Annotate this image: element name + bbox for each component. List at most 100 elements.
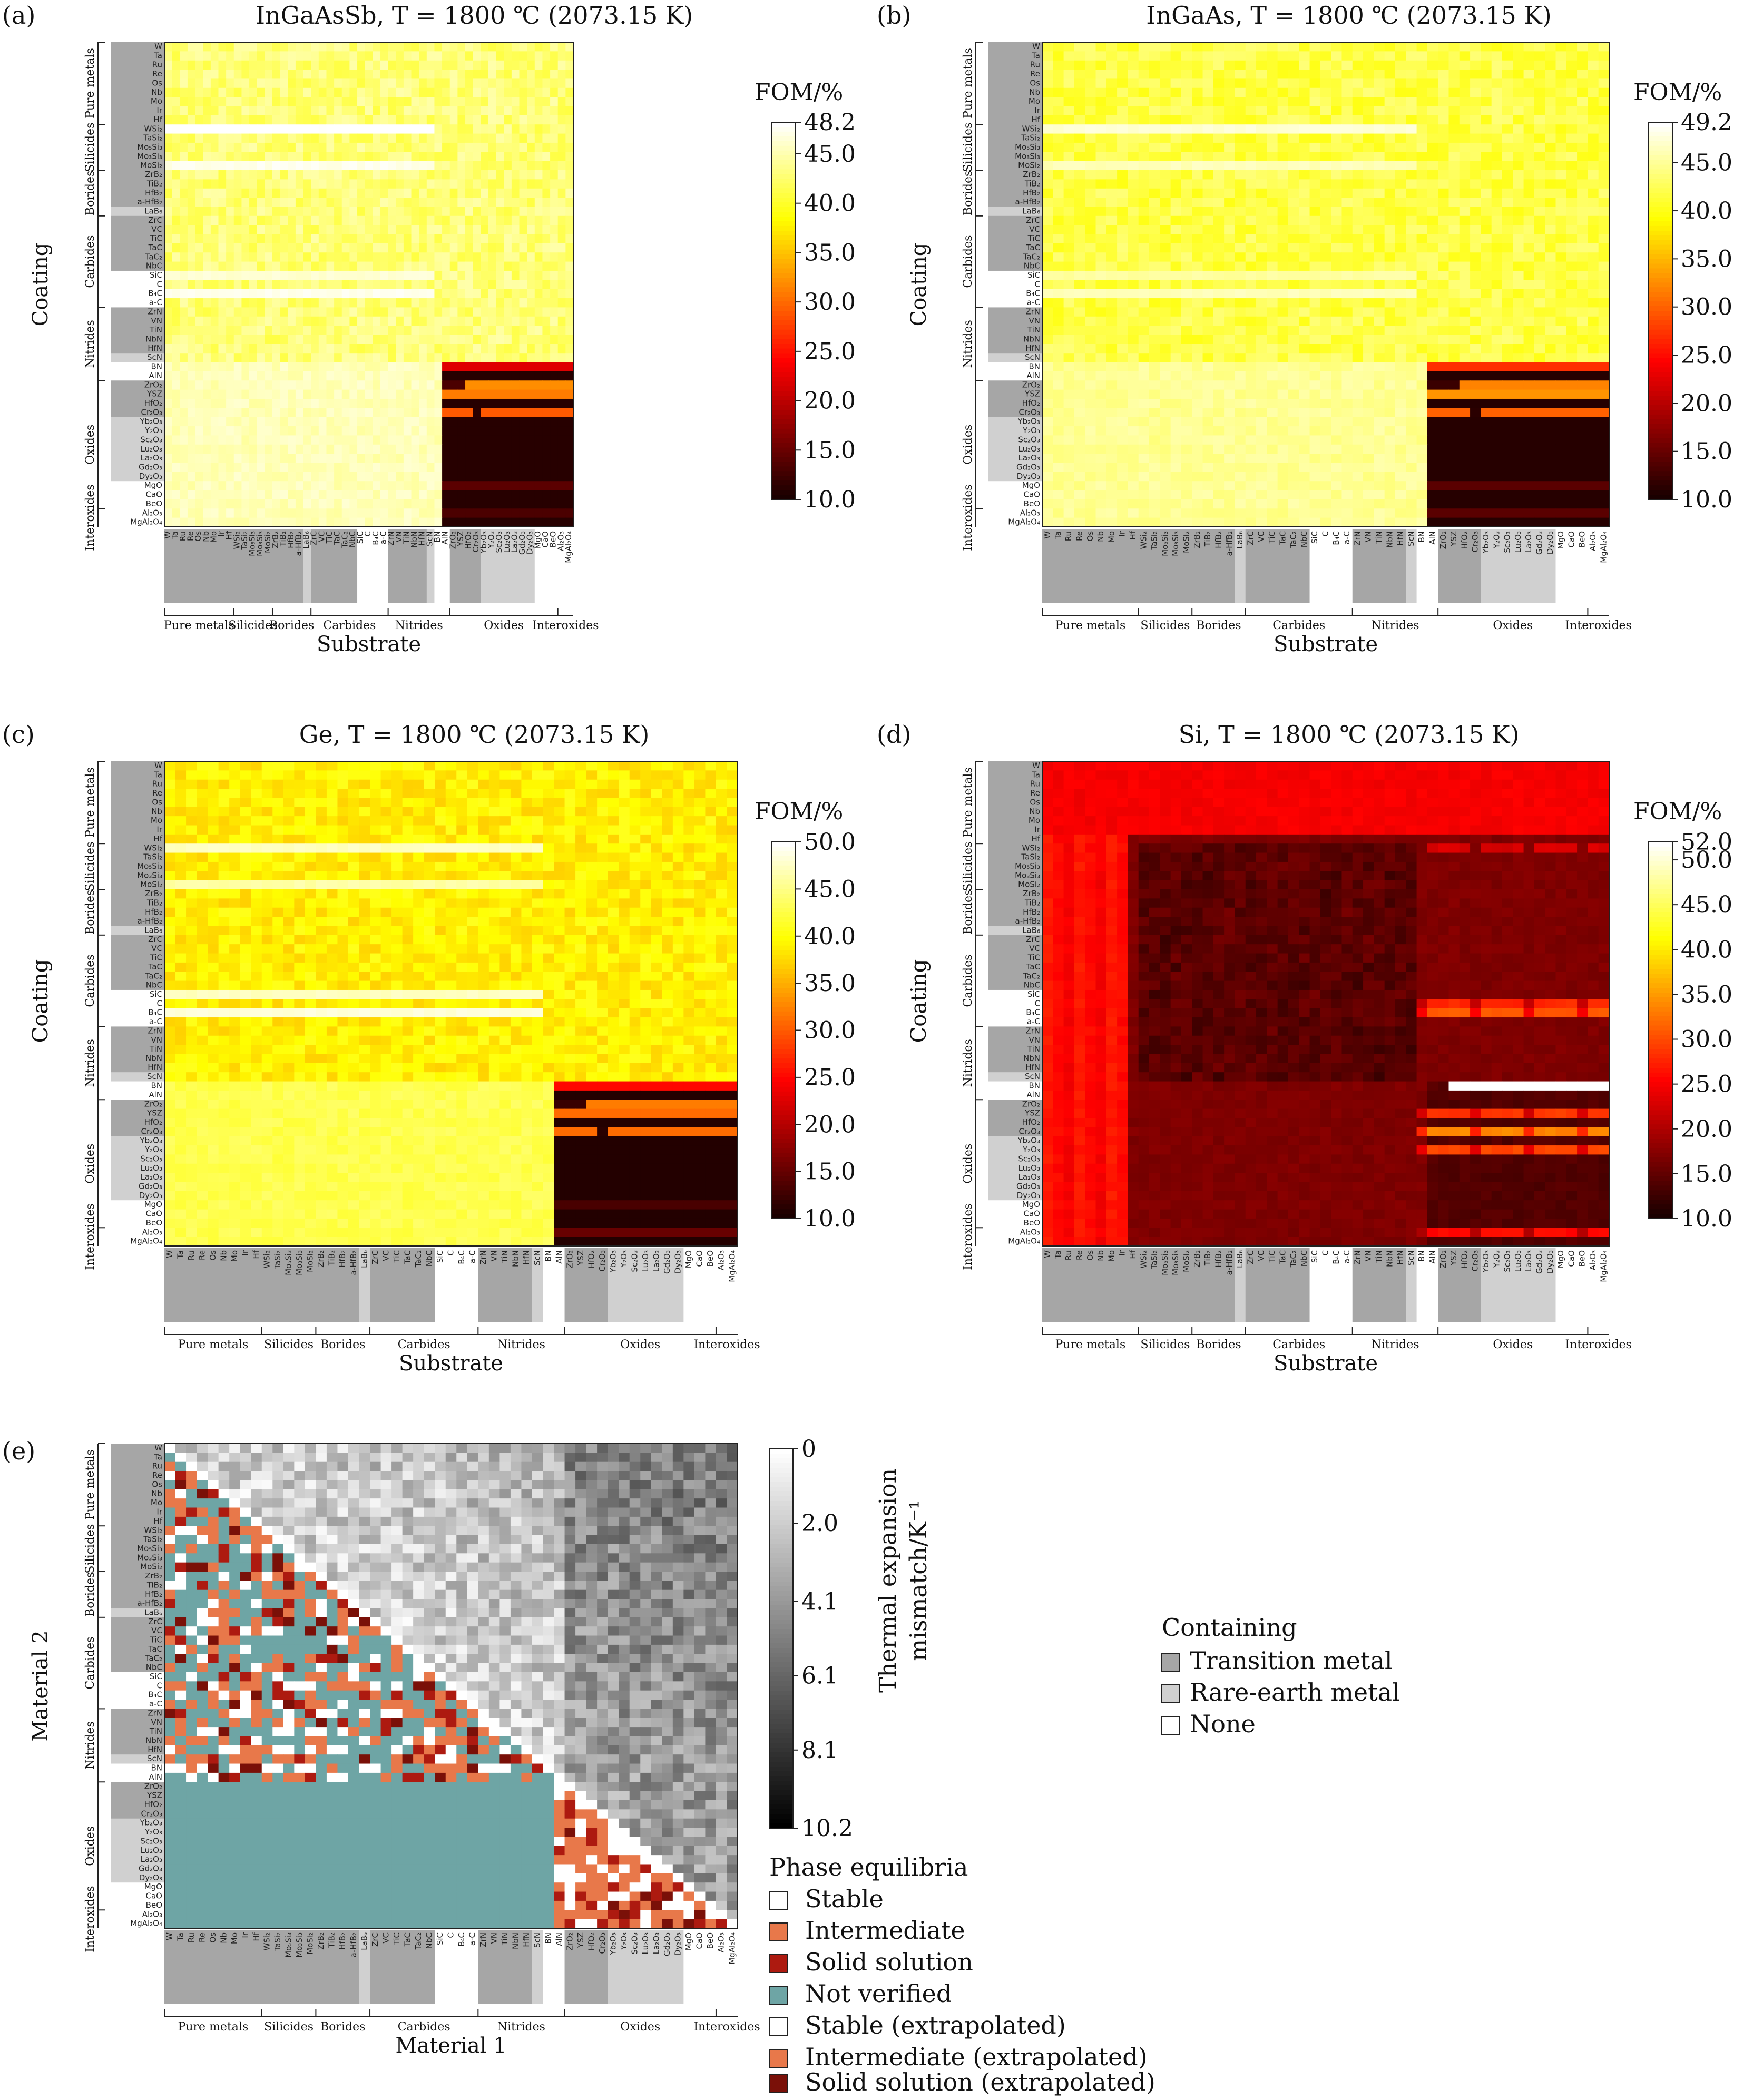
heatmap-cell [496,435,504,445]
heatmap-cell [519,261,527,271]
heatmap-cell [511,398,520,408]
heatmap-cell [1566,335,1578,345]
heatmap-cell [303,344,311,354]
heatmap-cell [1588,280,1599,290]
heatmap-cell [326,454,335,464]
heatmap-cell [434,389,443,399]
heatmap-cell [1160,51,1171,61]
heatmap-cell [326,215,335,225]
heatmap-cell [565,42,574,52]
heatmap-cell [357,152,366,162]
heatmap-cell [1427,133,1438,143]
heatmap-cell [457,152,466,162]
heatmap-cell [233,60,242,70]
heatmap-cell [496,280,504,290]
heatmap-cell [1117,87,1129,97]
heatmap-cell [1384,344,1396,354]
heatmap-cell [426,490,435,500]
heatmap-cell [411,508,419,518]
heatmap-cell [1128,170,1139,180]
heatmap-cell [1513,198,1524,208]
heatmap-cell [550,472,559,482]
heatmap-cell [1277,307,1289,317]
heatmap-cell [1299,207,1310,217]
heatmap-cell [249,51,258,61]
heatmap-cell [1566,133,1578,143]
heatmap-cell [365,170,373,180]
heatmap-cell [1566,42,1578,52]
heatmap-cell [1299,225,1310,235]
heatmap-cell [1363,188,1374,198]
heatmap-cell [1224,70,1236,80]
heatmap-cell [226,517,234,527]
panel-label: (a) [2,1,35,30]
heatmap-cell [457,225,466,235]
heatmap-cell [542,188,551,198]
heatmap-cell [295,270,304,280]
heatmap-cell [187,490,196,500]
heatmap-cell [1202,225,1214,235]
colorbar-tick-label: 40.0 [804,190,856,217]
heatmap-cell [1128,115,1139,125]
heatmap-cell [1352,326,1364,336]
heatmap-cell [373,280,381,290]
heatmap-cell [1588,307,1599,317]
heatmap-cell [534,87,543,97]
heatmap-cell [280,298,288,308]
heatmap-cell [1588,207,1599,217]
heatmap-cell [1534,133,1545,143]
heatmap-cell [411,133,419,143]
heatmap-cell [210,133,219,143]
heatmap-cell [180,508,188,518]
heatmap-cell [1448,87,1460,97]
heatmap-cell [442,106,450,116]
heatmap-cell [1042,270,1053,280]
heatmap-cell [449,316,458,326]
row-tick-label: MgO [144,480,162,490]
heatmap-cell [1555,289,1567,299]
heatmap-cell [511,508,520,518]
heatmap-cell [233,398,242,408]
heatmap-cell [233,261,242,271]
heatmap-cell [1202,243,1214,253]
heatmap-cell [442,142,450,152]
heatmap-cell [210,335,219,345]
heatmap-cell [1352,152,1364,162]
heatmap-cell [449,463,458,473]
heatmap-cell [1224,106,1236,116]
heatmap-cell [565,472,574,482]
heatmap-cell [496,252,504,262]
heatmap-cell [1181,133,1192,143]
heatmap-cell [534,490,543,500]
row-label-shade [111,270,164,280]
heatmap-cell [1224,51,1236,61]
heatmap-cell [226,298,234,308]
heatmap-cell [1395,161,1406,171]
heatmap-cell [1363,198,1374,208]
heatmap-cell [426,499,435,509]
heatmap-cell [396,280,404,290]
col-tick-label: MgO [533,531,542,549]
heatmap-cell [534,435,543,445]
heatmap-cell [1331,152,1343,162]
heatmap-cell [426,51,435,61]
heatmap-cell [233,499,242,509]
heatmap-cell [1427,252,1438,262]
heatmap-cell [1545,234,1556,244]
heatmap-cell [1160,252,1171,262]
heatmap-cell [1063,78,1075,89]
heatmap-cell [511,298,520,308]
heatmap-cell [288,152,296,162]
heatmap-cell [1192,307,1203,317]
heatmap-cell [280,234,288,244]
heatmap-cell [311,170,319,180]
heatmap-cell [288,179,296,189]
heatmap-cell [311,444,319,454]
heatmap-cell [1502,170,1513,180]
heatmap-cell [249,78,258,89]
heatmap-cell [180,270,188,280]
heatmap-cell [542,170,551,180]
heatmap-cell [280,60,288,70]
heatmap-cell [1555,42,1567,52]
heatmap-cell [1406,142,1417,152]
